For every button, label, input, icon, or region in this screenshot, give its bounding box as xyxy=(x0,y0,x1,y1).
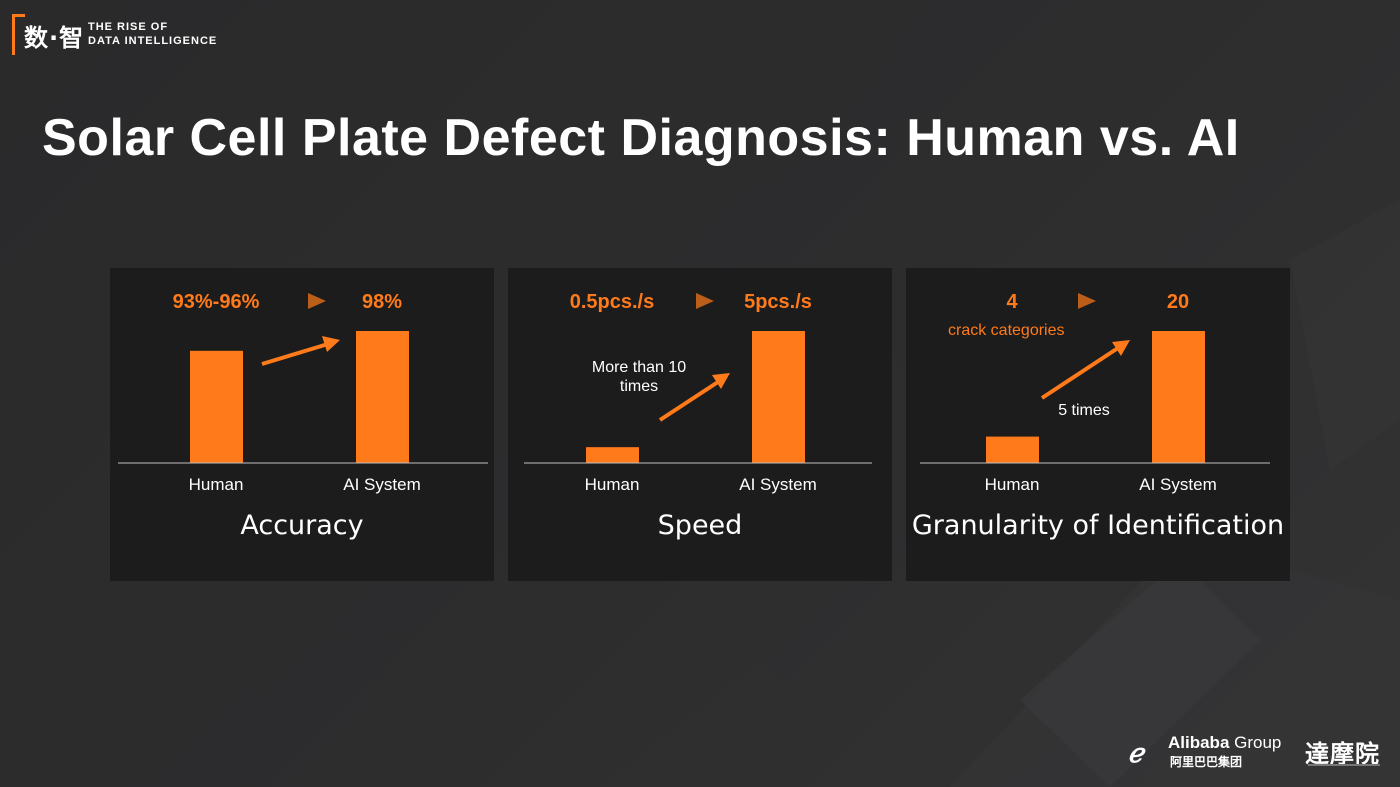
alibaba-name: Alibaba xyxy=(1168,733,1230,752)
damo-underline xyxy=(1308,764,1380,766)
panel-caption: Speed xyxy=(657,510,743,541)
trend-arrow-line xyxy=(1040,346,1120,400)
ai-system-bar xyxy=(1152,331,1205,463)
annotation-line-1: More than 10 xyxy=(592,359,686,376)
speed-chart: 0.5pcs./s 5pcs./s More than 10 times Hum… xyxy=(524,291,872,494)
x-label-ai-system: AI System xyxy=(739,475,816,494)
trend-arrow-line xyxy=(261,342,329,366)
to-value: 98% xyxy=(362,291,402,313)
human-bar xyxy=(586,447,639,463)
from-value: 93%-96% xyxy=(173,291,260,313)
page-title: Solar Cell Plate Defect Diagnosis: Human… xyxy=(42,109,1240,167)
transition-arrow-icon xyxy=(308,293,326,309)
from-subtext: crack categories xyxy=(948,322,1065,339)
x-label-human: Human xyxy=(189,475,244,494)
accuracy-chart: 93%-96% 98% Human AI System xyxy=(118,291,488,494)
granularity-chart: 4 crack categories 20 5 times Human AI S… xyxy=(920,291,1270,494)
trend-arrow-line xyxy=(658,380,720,422)
logo-english-text: THE RISE OF DATA INTELLIGENCE xyxy=(88,20,217,48)
trend-arrow-head-icon xyxy=(712,373,730,389)
x-label-ai-system: AI System xyxy=(343,475,420,494)
human-bar xyxy=(986,436,1039,463)
annotation: 5 times xyxy=(1058,402,1110,419)
ai-system-bar xyxy=(356,331,409,463)
accuracy-panel: 93%-96% 98% Human AI System Accuracy xyxy=(110,268,494,581)
annotation-line-2: times xyxy=(620,378,658,395)
alibaba-mark-icon: ℯ xyxy=(1128,739,1144,769)
x-label-human: Human xyxy=(985,475,1040,494)
x-label-human: Human xyxy=(585,475,640,494)
transition-arrow-icon xyxy=(696,293,714,309)
from-value: 4 xyxy=(1006,291,1018,313)
logo-chinese-text: 数·智 xyxy=(24,24,85,52)
granularity-panel: 4 crack categories 20 5 times Human AI S… xyxy=(906,268,1290,581)
speed-panel: 0.5pcs./s 5pcs./s More than 10 times Hum… xyxy=(508,268,892,581)
damo-academy-logo: 達摩院 xyxy=(1305,739,1380,768)
to-value: 20 xyxy=(1167,291,1189,313)
logo-bracket xyxy=(12,14,25,55)
panel-caption: Accuracy xyxy=(240,510,364,541)
logo-line-2: DATA INTELLIGENCE xyxy=(88,35,218,47)
transition-arrow-icon xyxy=(1078,293,1096,309)
logo-line-1: THE RISE OF xyxy=(88,21,169,33)
from-value: 0.5pcs./s xyxy=(570,291,655,313)
x-label-ai-system: AI System xyxy=(1139,475,1216,494)
alibaba-group-logo: ℯ Alibaba Group 阿里巴巴集团 xyxy=(1128,733,1281,769)
ai-system-bar xyxy=(752,331,805,463)
panel-caption: Granularity of Identification xyxy=(911,510,1285,541)
trend-arrow-head-icon xyxy=(322,336,340,352)
alibaba-cn-name: 阿里巴巴集团 xyxy=(1170,755,1243,769)
trend-arrow-head-icon xyxy=(1112,340,1130,356)
to-value: 5pcs./s xyxy=(744,291,812,313)
alibaba-wordmark: Alibaba Group xyxy=(1168,733,1281,753)
alibaba-group-word: Group xyxy=(1234,733,1282,752)
human-bar xyxy=(190,350,243,463)
